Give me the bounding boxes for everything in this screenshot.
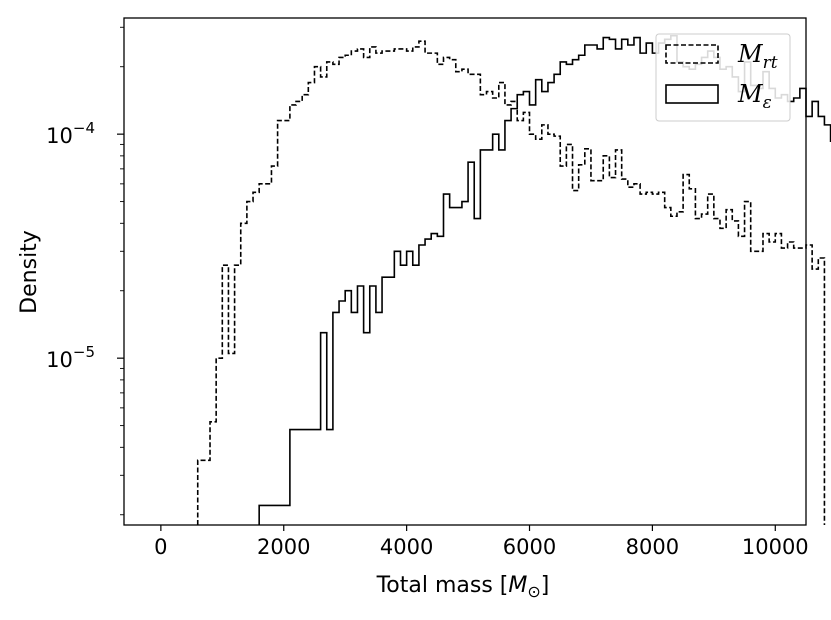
- legend: Mrt Mε: [655, 33, 791, 122]
- x-axis-title: Total mass [M⊙]: [376, 573, 550, 601]
- x-tick-label: 2000: [257, 535, 310, 559]
- legend-label: Mrt: [737, 40, 778, 73]
- legend-label: Mε: [737, 80, 772, 113]
- y-tick-label: 10−4: [46, 119, 95, 148]
- plot-frame: [123, 17, 807, 526]
- y-tick-label: 10−5: [46, 343, 95, 372]
- x-tick-label: 6000: [503, 535, 556, 559]
- histogram-series-rt: [196, 40, 826, 525]
- legend-box: [655, 33, 791, 122]
- x-tick-label: 10000: [742, 535, 809, 559]
- legend-swatch: [665, 84, 719, 104]
- x-axis: 0 2000 4000 6000 8000 10000: [154, 525, 809, 559]
- y-axis: 10−5 10−4: [46, 26, 124, 516]
- x-tick-label: 4000: [380, 535, 433, 559]
- legend-swatch: [665, 44, 719, 64]
- y-axis-title: Density: [17, 230, 42, 314]
- x-tick-label: 0: [154, 535, 167, 559]
- x-tick-label: 8000: [626, 535, 679, 559]
